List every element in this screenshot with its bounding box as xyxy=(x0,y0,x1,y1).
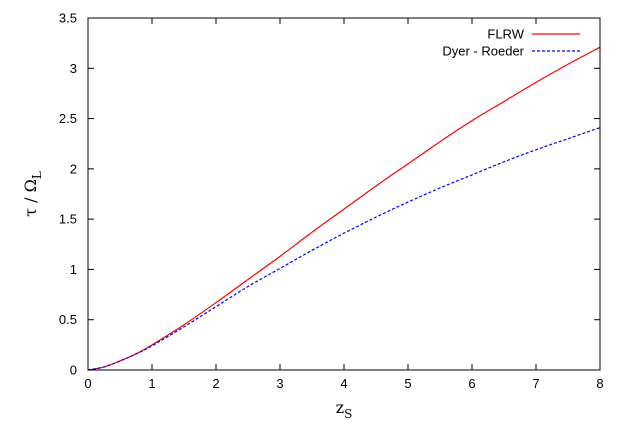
y-tick-label: 0.5 xyxy=(59,312,77,327)
x-axis-title-sub: S xyxy=(344,407,352,421)
y-tick-label: 2 xyxy=(70,161,77,176)
y-axis-title: τ / ΩL xyxy=(21,171,44,217)
y-tick-label: 3.5 xyxy=(59,11,77,26)
x-tick-label: 7 xyxy=(532,376,539,391)
y-axis-title-sub: L xyxy=(30,171,44,179)
x-tick-label: 5 xyxy=(404,376,411,391)
y-tick-label: 0 xyxy=(70,363,77,378)
x-tick-label: 8 xyxy=(596,376,603,391)
x-tick-label: 3 xyxy=(276,376,283,391)
series-layer xyxy=(87,46,601,371)
ticks-layer: 0 1 2 3 4 5 6 7 8 0 0.5 1 1.5 2 2.5 3 3.5 xyxy=(59,11,604,392)
y-axis-title-main: τ / Ω xyxy=(21,179,40,217)
x-tick-label: 0 xyxy=(84,376,91,391)
series-line-dyer-roeder xyxy=(87,127,601,371)
legend-label: Dyer - Roeder xyxy=(442,44,524,59)
y-tick-label: 1.5 xyxy=(59,212,77,227)
x-axis-title: zS xyxy=(336,398,353,421)
x-tick-label: 4 xyxy=(340,376,347,391)
legend: FLRW Dyer - Roeder xyxy=(442,27,580,59)
y-tick-label: 1 xyxy=(70,262,77,277)
x-tick-label: 2 xyxy=(212,376,219,391)
x-tick-label: 6 xyxy=(468,376,475,391)
x-axis-title-main: z xyxy=(336,398,344,417)
y-tick-label: 3 xyxy=(70,61,77,76)
y-tick-label: 2.5 xyxy=(59,111,77,126)
legend-label: FLRW xyxy=(487,27,524,42)
series-line-flrw xyxy=(87,46,601,371)
x-tick-label: 1 xyxy=(148,376,155,391)
plot-frame xyxy=(87,17,601,371)
